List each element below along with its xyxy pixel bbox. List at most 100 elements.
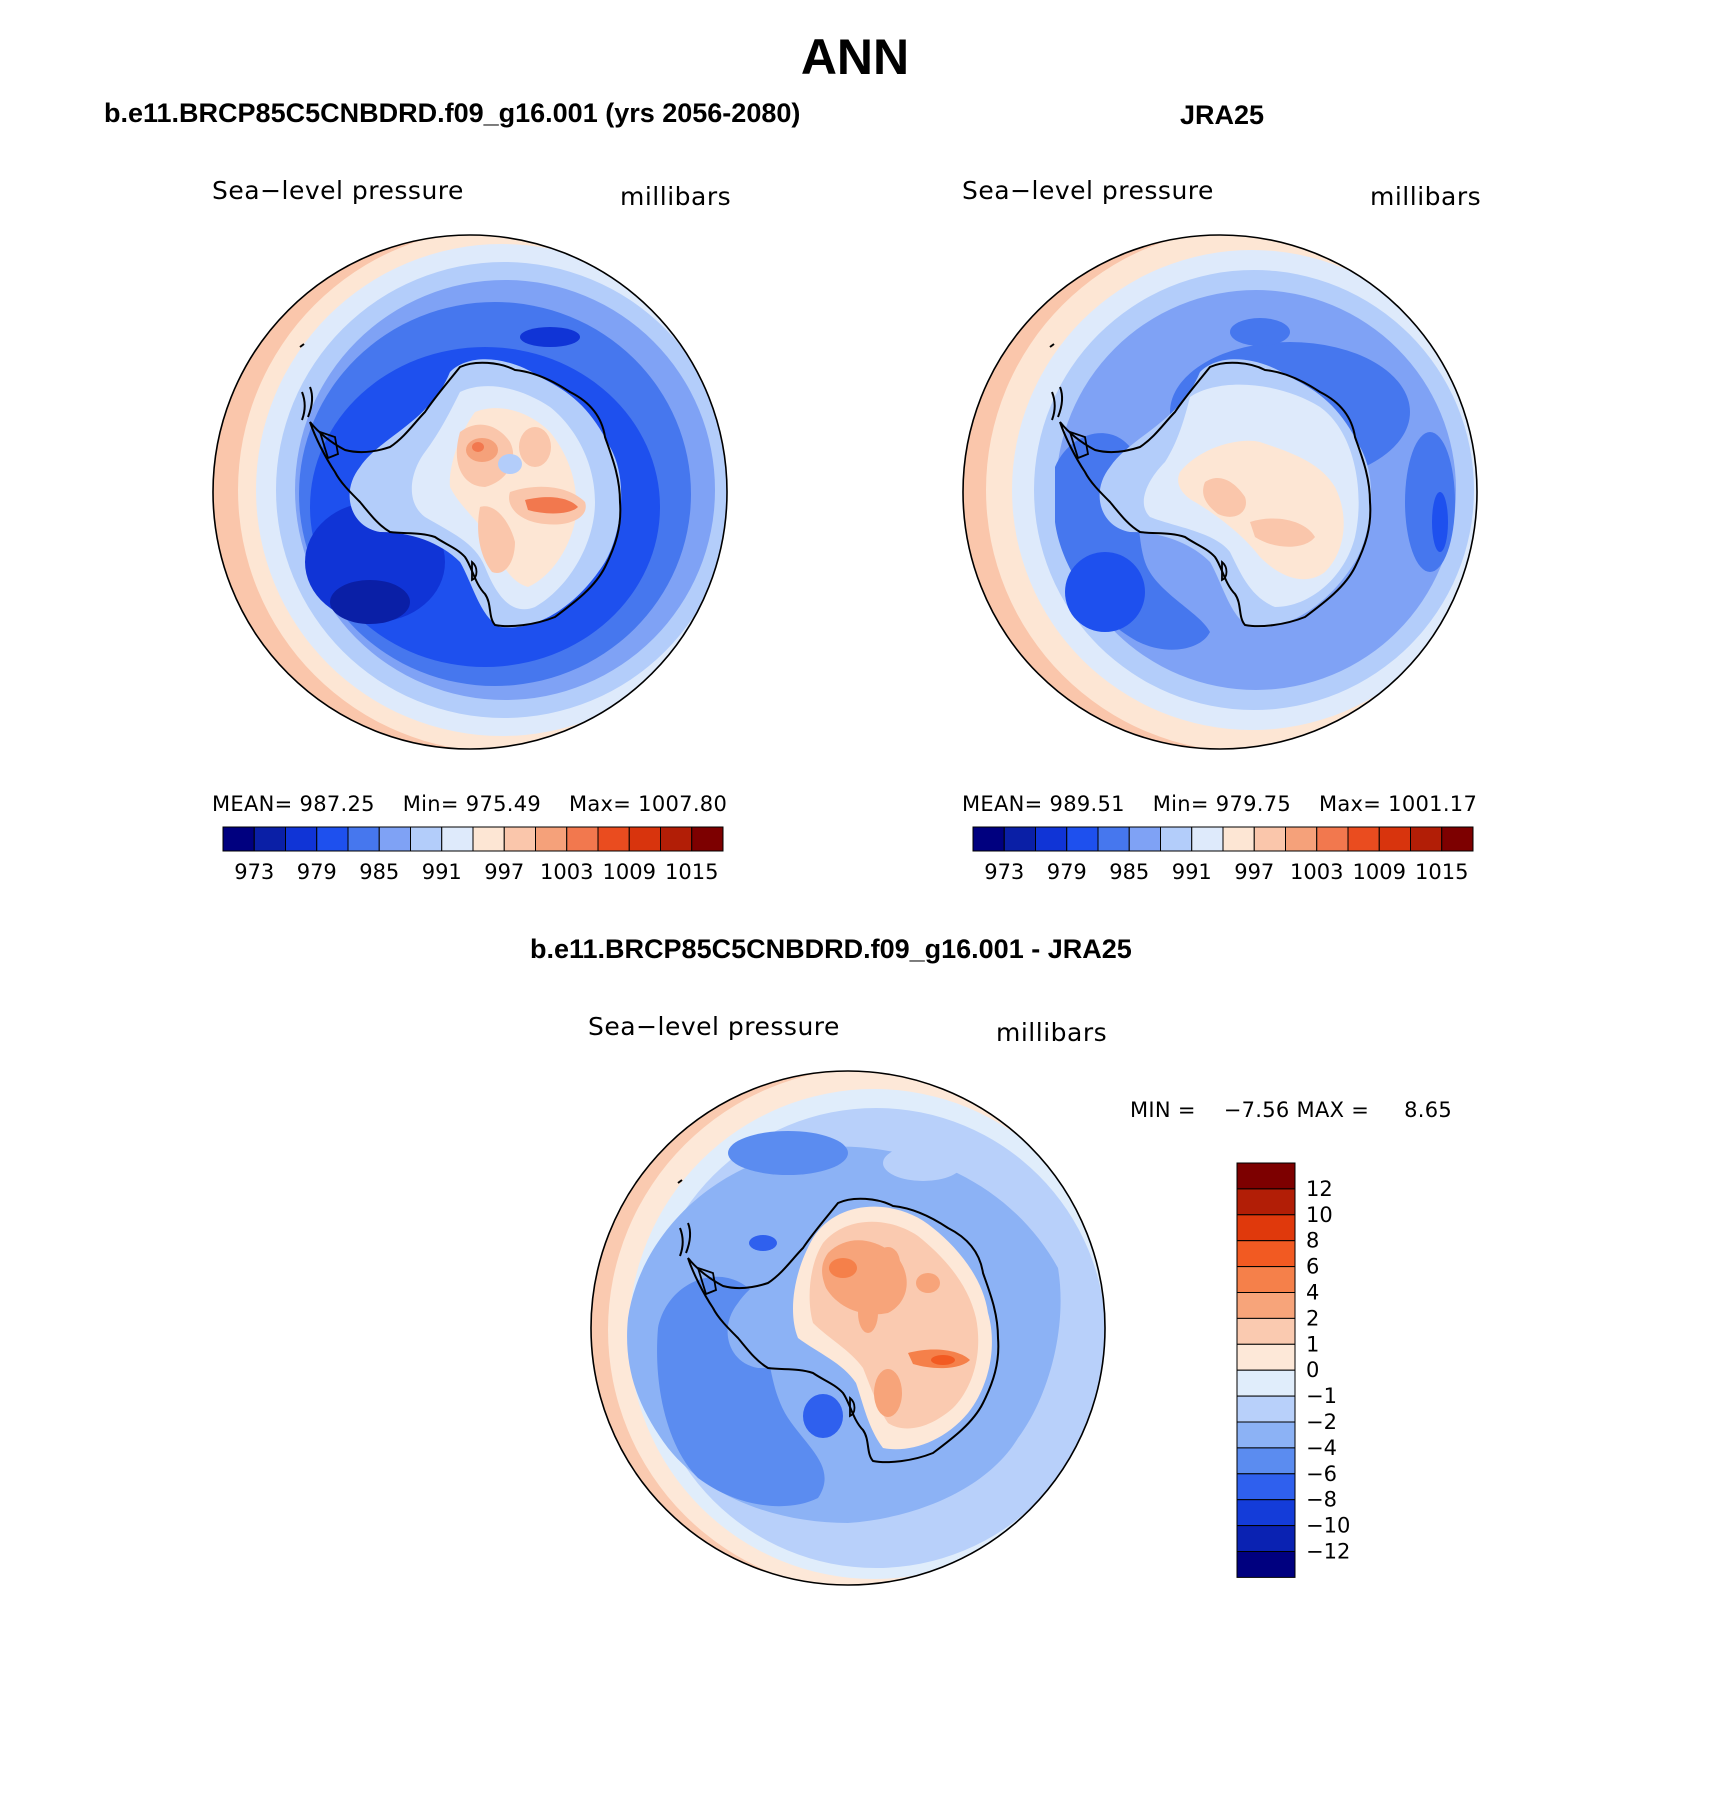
field-label-obs: Sea−level pressure (962, 176, 1214, 205)
colorbar-diff-tick-label: −2 (1306, 1410, 1337, 1434)
colorbar-obs-swatch (1410, 826, 1443, 852)
stats-min-value: 979.75 (1215, 792, 1292, 816)
colorbar-obs-tick-label: 997 (1234, 860, 1274, 884)
colorbar-diff-tick-label: 0 (1306, 1358, 1319, 1382)
stats-model: MEAN= 987.25 Min= 975.49 Max= 1007.80 (212, 792, 727, 816)
colorbar-diff-tick-label: −4 (1306, 1436, 1337, 1460)
colorbar-obs-swatch (1191, 826, 1224, 852)
colorbar-model-swatch (472, 826, 505, 852)
colorbar-model-swatch (316, 826, 349, 852)
colorbar-diff-tick-label: 12 (1306, 1177, 1333, 1201)
stats-max-label: Max= (1318, 792, 1382, 816)
units-label-diff: millibars (996, 1018, 1108, 1047)
colorbar-obs-swatch (1097, 826, 1130, 852)
colorbar-diff-tick-label: −12 (1306, 1540, 1350, 1564)
colorbar-obs-tick-label: 985 (1109, 860, 1149, 884)
units-label-model: millibars (620, 182, 732, 211)
colorbar-diff-swatch (1236, 1525, 1296, 1553)
colorbar-model-tick-label: 1009 (603, 860, 656, 884)
colorbar-model-swatch (253, 826, 286, 852)
colorbar-model-swatch (597, 826, 630, 852)
colorbar-obs-swatch (972, 826, 1005, 852)
colorbar-model-swatch (503, 826, 536, 852)
colorbar-obs-tick-label: 1009 (1353, 860, 1406, 884)
panel-title-model: b.e11.BRCP85C5CNBDRD.f09_g16.001 (yrs 20… (104, 98, 801, 128)
stats-min-value: 975.49 (465, 792, 542, 816)
colorbar-diff-tick-label: −1 (1306, 1384, 1337, 1408)
colorbar-obs-tick-label: 973 (984, 860, 1024, 884)
colorbar-diff-tick-label: 6 (1306, 1255, 1319, 1279)
stats-mean-label: MEAN= (212, 792, 293, 816)
figure-title: ANN (800, 29, 910, 85)
colorbar-model-tick-label: 1003 (540, 860, 593, 884)
stats-min-label: MIN = (1130, 1098, 1196, 1122)
colorbar-model-swatch (410, 826, 443, 852)
colorbar-model-tick-label: 991 (422, 860, 462, 884)
colorbar-diff-tick-label: 4 (1306, 1281, 1319, 1305)
colorbar-diff-swatch (1236, 1473, 1296, 1501)
colorbar-model-swatch (441, 826, 474, 852)
colorbar-model-swatch (347, 826, 380, 852)
colorbar-model-swatch (660, 826, 693, 852)
colorbar-diff-swatch (1236, 1317, 1296, 1345)
field-label-model: Sea−level pressure (212, 176, 464, 205)
colorbar-model-swatch (535, 826, 568, 852)
colorbar-diff-tick-label: −6 (1306, 1462, 1337, 1486)
colorbar-diff-swatch (1236, 1240, 1296, 1268)
map-diff (590, 1070, 1106, 1586)
field-label-diff: Sea−level pressure (588, 1012, 840, 1041)
colorbar-model-tick-label: 973 (234, 860, 274, 884)
colorbar-obs-swatch (1035, 826, 1068, 852)
stats-max-value: 1007.80 (638, 792, 728, 816)
colorbar-obs-tick-label: 991 (1172, 860, 1212, 884)
colorbar-obs-swatch (1347, 826, 1380, 852)
colorbar-diff-swatch (1236, 1292, 1296, 1319)
colorbar-diff-swatch (1236, 1447, 1296, 1475)
stats-mean-value: 989.51 (1049, 792, 1125, 816)
colorbar-diff-tick-label: 2 (1306, 1306, 1319, 1330)
colorbar-obs-swatch (1378, 826, 1411, 852)
stats-min-value: −7.56 (1223, 1098, 1290, 1122)
colorbar-diff-tick-label: −10 (1306, 1514, 1350, 1538)
units-label-obs: millibars (1370, 182, 1482, 211)
colorbar-model-tick-label: 997 (484, 860, 524, 884)
colorbar-obs-swatch (1003, 826, 1036, 852)
stats-max-label: Max= (568, 792, 632, 816)
stats-mean-value: 987.25 (299, 792, 375, 816)
panel-title-diff: b.e11.BRCP85C5CNBDRD.f09_g16.001 - JRA25 (530, 934, 1132, 964)
colorbar-obs: 973 979 985 991 997 1003 1009 1015 (972, 826, 1474, 884)
colorbar-obs-swatch (1285, 826, 1318, 852)
colorbar-diff-swatch (1236, 1395, 1296, 1423)
colorbar-diff-swatch (1236, 1499, 1296, 1527)
colorbar-diff-swatch (1236, 1343, 1296, 1371)
panel-title-obs: JRA25 (1180, 100, 1265, 130)
colorbar-model-tick-label: 985 (359, 860, 399, 884)
colorbar-diff-swatch (1236, 1214, 1296, 1242)
colorbar-diff-swatch (1236, 1162, 1296, 1190)
colorbar-model: 973 979 985 991 997 1003 1009 1015 (222, 826, 724, 884)
colorbar-model-tick-label: 1015 (665, 860, 718, 884)
colorbar-diff-swatch (1236, 1266, 1296, 1293)
stats-max-value: 8.65 (1404, 1098, 1453, 1122)
colorbar-model-swatch (285, 826, 318, 852)
colorbar-diff-tick-label: 1 (1306, 1332, 1319, 1356)
stats-mean-label: MEAN= (962, 792, 1043, 816)
stats-min-label: Min= (402, 792, 459, 816)
colorbar-diff-tick-label: −8 (1306, 1488, 1337, 1512)
colorbar-diff-swatch (1236, 1188, 1296, 1216)
colorbar-obs-swatch (1066, 826, 1099, 852)
colorbar-diff-swatch (1236, 1551, 1296, 1578)
colorbar-obs-tick-label: 1003 (1290, 860, 1343, 884)
colorbar-diff-tick-label: 10 (1306, 1203, 1333, 1227)
colorbar-obs-swatch (1222, 826, 1255, 852)
stats-max-value: 1001.17 (1388, 792, 1478, 816)
map-model (212, 234, 728, 750)
colorbar-model-swatch (566, 826, 599, 852)
colorbar-obs-swatch (1128, 826, 1161, 852)
stats-min-label: Min= (1152, 792, 1209, 816)
stats-obs: MEAN= 989.51 Min= 979.75 Max= 1001.17 (962, 792, 1477, 816)
colorbar-model-swatch (378, 826, 411, 852)
colorbar-obs-tick-label: 979 (1047, 860, 1087, 884)
colorbar-model-swatch (691, 826, 724, 852)
